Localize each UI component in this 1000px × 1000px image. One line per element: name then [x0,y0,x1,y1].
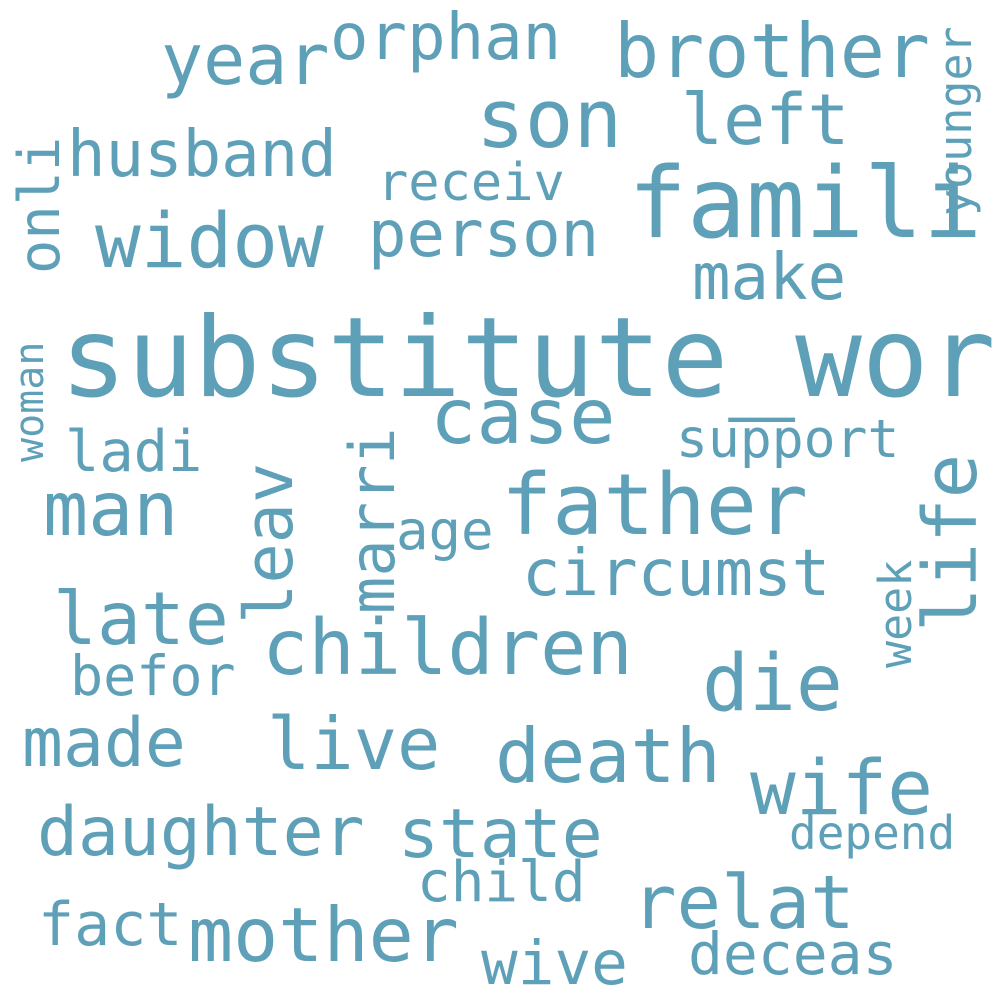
word-orphan: orphan [330,1,562,75]
word-befor: befor [70,644,236,708]
word-person: person [368,198,600,272]
word-depend: depend [789,806,956,860]
word-deceas: deceas [688,920,898,988]
word-famili: famili [628,147,983,261]
word-made: made [22,704,186,783]
word-ladi: ladi [65,419,203,485]
word-husband: husband [67,118,337,192]
word-year: year [161,19,330,101]
word-children: children [262,604,633,693]
word-son: son [476,73,623,167]
word-substitute-word: substitute_word [60,294,1000,423]
word-wife: wife [750,743,934,832]
word-circumst: circumst [522,537,831,611]
word-father: father [501,456,809,555]
word-child: child [417,850,586,915]
word-week: week [869,559,922,668]
word-make: make [692,241,847,315]
word-left: left [681,79,850,161]
word-relat: relat [632,860,855,946]
word-woman: woman [7,341,53,462]
word-daughter: daughter [37,793,365,872]
word-state: state [398,795,603,874]
word-die: die [702,639,843,729]
word-age: age [396,499,494,562]
word-leav: leav [230,462,308,624]
word-receiv: receiv [377,153,565,213]
word-mother: mother [188,891,459,979]
word-late: late [53,577,229,662]
word-brother: brother [614,7,931,95]
word-younger: younger [929,26,982,216]
word-fact: fact [38,890,183,960]
word-death: death [495,712,721,800]
word-widow: widow [95,196,324,285]
word-life: life [908,453,994,632]
word-man: man [43,465,179,553]
word-marri: marri [336,427,409,614]
word-support: support [676,409,900,470]
word-wive: wive [481,928,628,999]
word-case: case [430,373,616,462]
word-onli: onli [7,136,73,274]
word-live: live [267,702,441,786]
